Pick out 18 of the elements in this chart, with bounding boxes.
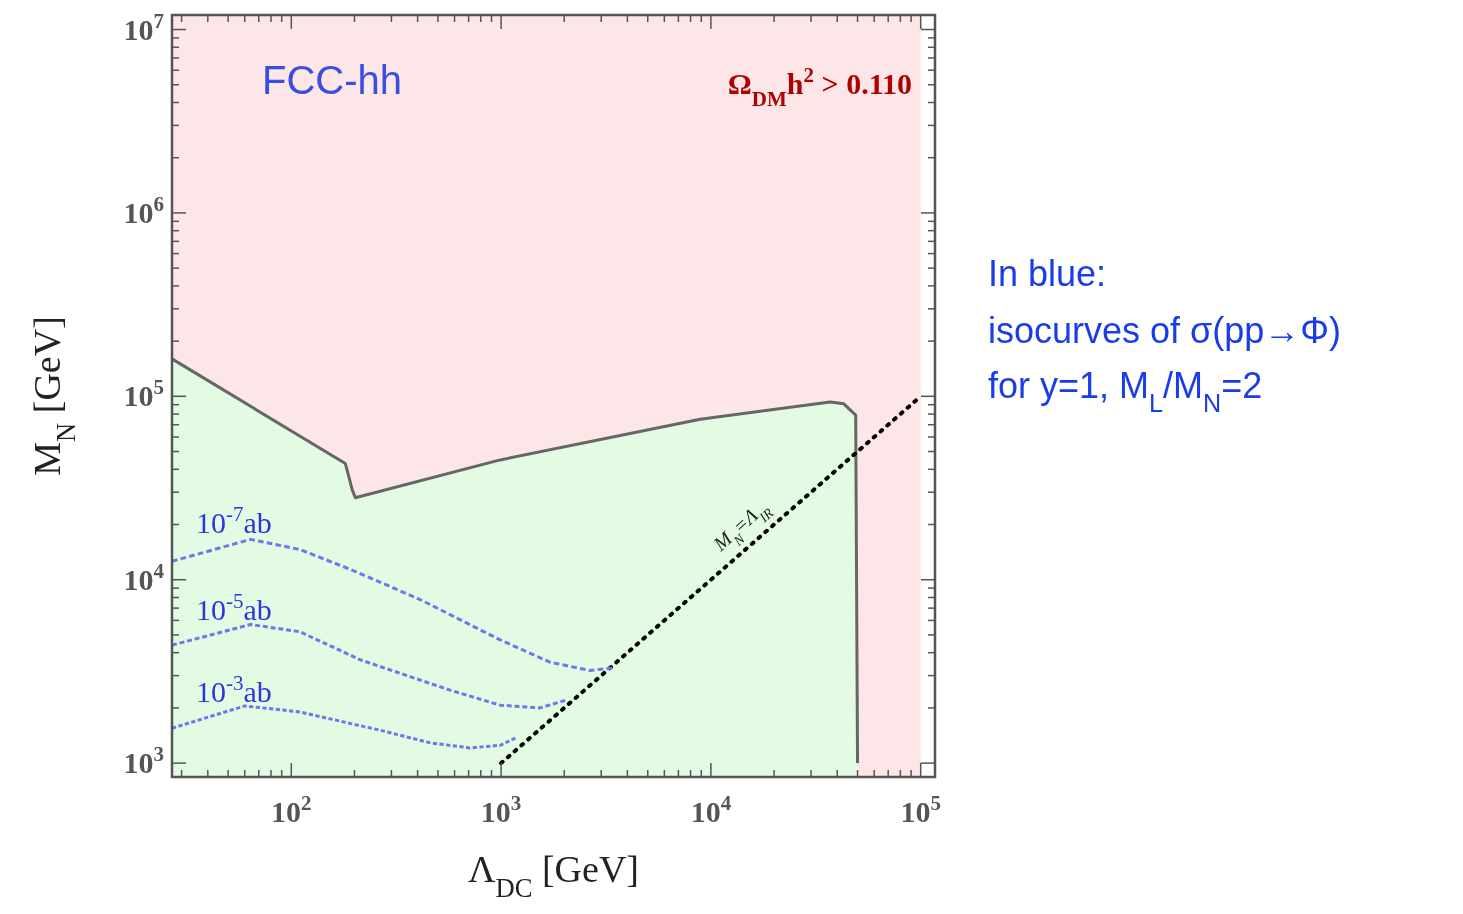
y-tick-label: 10$^{5}$ bbox=[123, 375, 164, 413]
x-tick-label: 10$^{2}$ bbox=[271, 791, 312, 828]
text: isocurves of σ(pp→Φ) bbox=[988, 310, 1342, 351]
annotation: 10$^{-7}$ab bbox=[196, 502, 272, 539]
y-tick-label: 10$^{7}$ bbox=[123, 8, 164, 46]
annotation: 10$^{-5}$ab bbox=[196, 589, 272, 626]
annotation: 10$^{-3}$ab bbox=[196, 671, 272, 708]
text: In blue: bbox=[988, 253, 1107, 294]
x-tick-label: 10$^{3}$ bbox=[480, 791, 522, 828]
x-tick-label: 10$^{5}$ bbox=[900, 791, 941, 828]
x-tick-label: 10$^{4}$ bbox=[690, 791, 732, 828]
y-tick-label: 10$^{4}$ bbox=[123, 558, 165, 596]
text: for y=1, M$_{L}$/M$_{N}$=2 bbox=[988, 365, 1263, 417]
y-tick-label: 10$^{6}$ bbox=[123, 191, 164, 229]
annotation: Ω$_{DM}$h$^{2}$ > 0.110 bbox=[727, 63, 912, 111]
y-tick-label: 10$^{3}$ bbox=[123, 742, 164, 780]
annotation: FCC-hh bbox=[262, 58, 403, 102]
x-axis-title: Λ$_{DC}$ [GeV] bbox=[467, 848, 640, 903]
